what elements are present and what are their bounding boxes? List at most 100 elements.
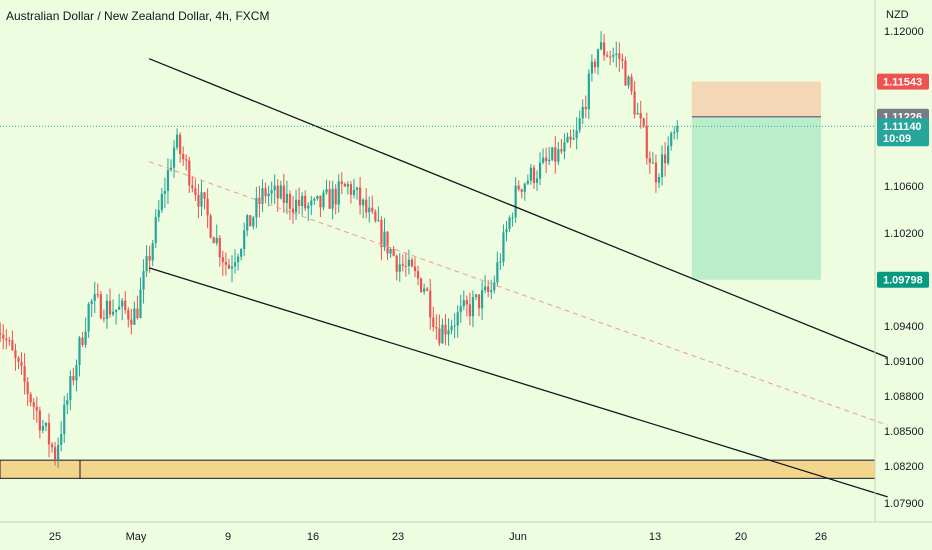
candle-body [166,170,170,191]
candle-body [508,217,511,230]
stop-loss-zone[interactable] [691,81,821,117]
candle-body [224,261,227,265]
candle-body [419,278,423,292]
candle-body [612,54,615,57]
candle-body [633,91,636,115]
candle-body [63,404,66,435]
price-tick-label: 1.12000 [884,26,924,38]
candle-body [444,324,447,335]
candle-body [447,330,450,335]
channel-upper-line[interactable] [148,58,888,359]
candle-body [78,337,81,365]
candle-body [554,147,557,162]
price-axis[interactable]: 1.12000 1.10600 1.10200 1.09400 1.09100 1.088… [884,26,924,510]
candle-body [136,308,139,318]
candle-body [401,264,404,266]
candle-body [297,199,301,206]
candle-body [0,332,2,335]
candle-body [188,160,191,186]
candle-body [206,198,209,216]
candle-body [541,157,545,163]
candle-body [273,185,276,191]
candle-body [566,136,569,143]
candle-body [429,290,432,318]
candle-body [624,60,627,86]
candle-body [17,357,20,362]
candle-body [520,189,523,192]
candle-body [108,300,112,315]
candle-body [57,444,60,460]
candle-body [413,266,417,272]
price-tag-value: 1.11543 [883,77,922,89]
candle-body [337,181,340,205]
candle-body [75,364,78,381]
candle-body [514,185,517,218]
time-tick-label: 23 [392,531,404,543]
channel-midline[interactable] [148,161,888,426]
candle-body [395,255,398,272]
candle-body [535,178,539,183]
candle-body [667,145,670,164]
price-tag-countdown: 10:09 [883,133,911,145]
time-tick-label: 13 [649,531,661,543]
candle-body [288,193,292,209]
candle-body [660,154,664,178]
candle-body [118,306,121,310]
candle-body [465,300,468,305]
candle-body [325,189,328,193]
candle-body [236,256,240,263]
candle-body [313,198,316,201]
candle-body [346,184,349,187]
candle-body [316,195,319,199]
candle-body [157,210,160,217]
candle-body [639,112,642,119]
candle-body [240,249,243,257]
candle-body [66,400,69,405]
candle-body [185,159,188,161]
candle-body [41,426,44,431]
drawing-layer [0,58,888,498]
candle-body [377,219,380,222]
candle-body [365,199,368,213]
candle-body [487,286,490,292]
candle-body [215,237,218,244]
candle-body [496,262,499,283]
candle-body [648,158,651,163]
candle-body [645,125,648,159]
candle-body [630,76,633,92]
zone-layer [0,81,876,479]
candle-body [606,55,609,57]
candle-body [227,264,231,269]
candle-body [587,73,590,110]
take-profit-zone[interactable] [691,116,821,280]
candle-body [209,215,212,238]
candle-body [270,190,273,194]
support-zone[interactable] [0,459,876,479]
candle-body [127,310,130,320]
candle-body [642,118,645,126]
candle-body [291,208,295,213]
candle-body [557,149,560,162]
time-axis[interactable]: 25 May 9 16 23 Jun 13 20 26 [49,531,827,543]
candle-body [32,402,35,407]
chart-title: Australian Dollar / New Zealand Dollar, … [6,9,270,23]
candle-body [560,149,563,152]
candle-body [230,266,234,269]
candle-body [386,231,389,254]
candle-body [383,231,386,248]
candle-body [23,365,26,382]
candle-body [362,199,365,206]
candle-body [47,422,51,445]
channel-lower-line[interactable] [148,267,888,498]
price-tick-label: 1.08800 [884,391,924,403]
candle-body [114,309,118,312]
candle-body [578,118,581,131]
candle-body [282,185,285,203]
candle-body [468,304,471,317]
candle-body [252,217,255,227]
candle-body [285,193,288,203]
candle-body [529,167,532,181]
candle-body [340,181,343,184]
